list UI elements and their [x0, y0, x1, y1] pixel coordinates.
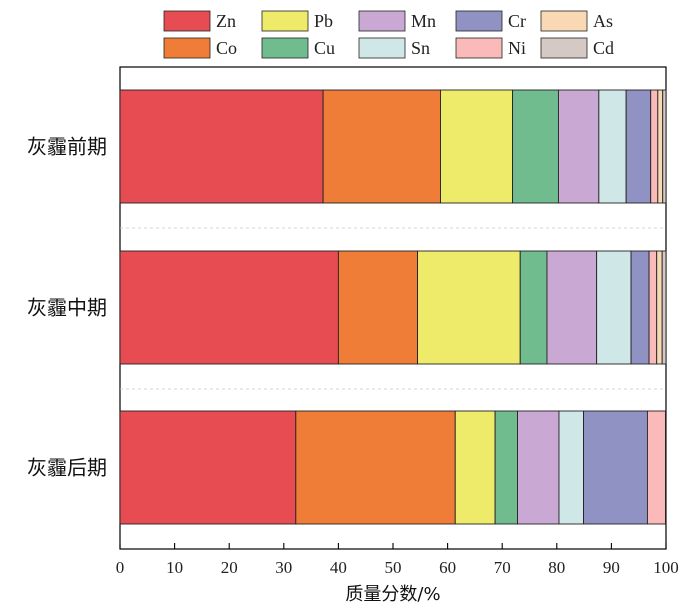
legend-label-cr: Cr — [508, 11, 526, 31]
x-tick-label: 90 — [603, 558, 620, 577]
bar-segment-cu-2 — [519, 250, 548, 365]
bar-segment-pb-3 — [454, 410, 496, 525]
x-tick-label: 40 — [330, 558, 347, 577]
legend-swatch-co — [163, 37, 211, 59]
bar-segment-zn-1 — [119, 89, 324, 204]
bar-segment-zn-3 — [119, 410, 297, 525]
bar-segment-mn-3 — [517, 410, 560, 525]
legend-label-cu: Cu — [314, 38, 335, 58]
legend-swatch-cd — [540, 37, 588, 59]
legend-swatch-mn — [358, 10, 406, 32]
bar-segment-pb-1 — [440, 89, 514, 204]
bar-segment-co-3 — [295, 410, 456, 525]
category-label: 灰霾后期 — [27, 456, 107, 480]
bar-segment-pb-2 — [417, 250, 521, 365]
legend-swatch-sn — [358, 37, 406, 59]
legend-swatch-cu — [261, 37, 309, 59]
legend-label-sn: Sn — [411, 38, 430, 58]
x-tick-label: 50 — [385, 558, 402, 577]
bar-segment-as-3 — [665, 410, 667, 525]
bar-segment-as-1 — [657, 89, 664, 204]
bar-segment-ni-2 — [648, 250, 658, 365]
bar-segment-co-1 — [322, 89, 441, 204]
bar-segment-ni-3 — [646, 410, 666, 525]
x-tick-label: 60 — [439, 558, 456, 577]
bar-segment-co-2 — [337, 250, 419, 365]
legend-label-mn: Mn — [411, 11, 436, 31]
legend-swatch-cr — [455, 10, 503, 32]
bar-segment-mn-2 — [546, 250, 598, 365]
category-separators — [120, 227, 666, 390]
x-tick-label: 70 — [494, 558, 511, 577]
x-axis: 0 10 20 30 40 50 60 70 80 90 100 — [116, 543, 679, 577]
legend-label-ni: Ni — [508, 38, 526, 58]
x-tick-label: 100 — [653, 558, 679, 577]
legend-swatch-as — [540, 10, 588, 32]
bar-segment-zn-2 — [119, 250, 339, 365]
legend-label-co: Co — [216, 38, 237, 58]
bar-segment-sn-3 — [558, 410, 585, 525]
bar-segment-cd-2 — [661, 250, 667, 365]
x-tick-label: 20 — [221, 558, 238, 577]
legend-swatch-pb — [261, 10, 309, 32]
legend-swatch-ni — [455, 37, 503, 59]
bar-segment-cr-1 — [625, 89, 652, 204]
bar-segment-sn-2 — [596, 250, 632, 365]
legend-label-cd: Cd — [593, 38, 614, 58]
bar-segment-sn-1 — [598, 89, 627, 204]
bar-segment-ni-1 — [650, 89, 659, 204]
category-label: 灰霾前期 — [27, 135, 107, 159]
bar-segment-cr-3 — [583, 410, 648, 525]
legend-label-pb: Pb — [314, 11, 333, 31]
bar-segment-cd-1 — [662, 89, 667, 204]
x-tick-label: 30 — [275, 558, 292, 577]
category-label: 灰霾中期 — [27, 296, 107, 320]
bars — [119, 89, 667, 525]
x-axis-title: 质量分数/% — [345, 584, 440, 605]
bar-segment-mn-1 — [557, 89, 600, 204]
bar-segment-cu-1 — [512, 89, 559, 204]
bar-segment-cr-2 — [630, 250, 650, 365]
x-tick-label: 0 — [116, 558, 125, 577]
bar-segment-cu-3 — [494, 410, 518, 525]
x-tick-label: 10 — [166, 558, 183, 577]
bar-segment-as-2 — [656, 250, 663, 365]
legend-label-zn: Zn — [216, 11, 236, 31]
legend: Zn Co Pb Cu Mn Sn Cr Ni As Cd — [163, 10, 614, 59]
legend-label-as: As — [593, 11, 613, 31]
x-tick-label: 80 — [548, 558, 565, 577]
legend-swatch-zn — [163, 10, 211, 32]
